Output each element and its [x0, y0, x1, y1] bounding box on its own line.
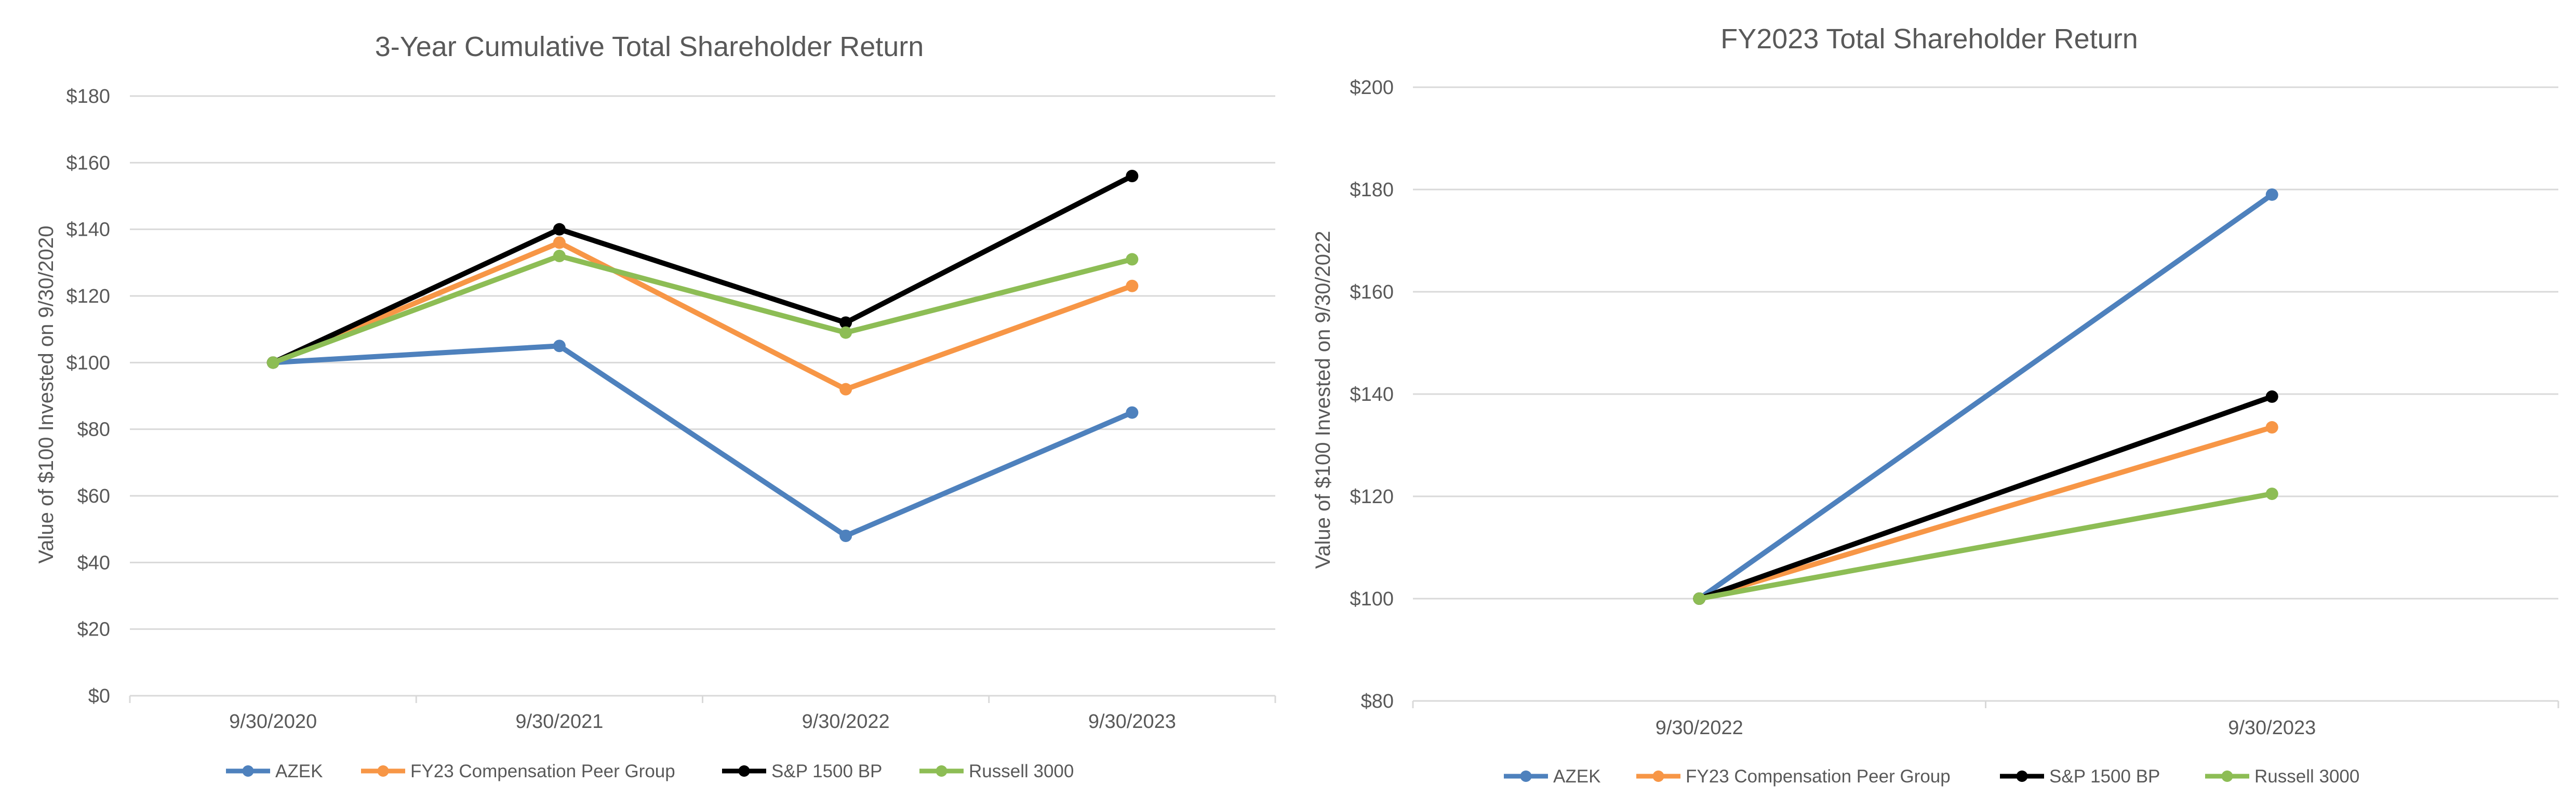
- y-tick-labels: $0 $20 $40 $60 $80 $100 $120 $140 $160 $180: [66, 86, 110, 707]
- legend: AZEK FY23 Compensation Peer Group S&P 1500…: [1504, 766, 2359, 787]
- legend: AZEK FY23 Compensation Peer Group S&P 1500…: [226, 761, 1074, 781]
- legend-item: Russell 3000: [2205, 766, 2359, 787]
- legend-swatch-marker: [377, 765, 389, 777]
- data-point: [1693, 592, 1706, 605]
- y-tick-label: $180: [66, 86, 110, 107]
- series-lines: [1693, 188, 2278, 605]
- x-tick-labels: 9/30/2020 9/30/2021 9/30/2022 9/30/2023: [229, 711, 1176, 733]
- legend-label: FY23 Compensation Peer Group: [1686, 766, 1951, 787]
- y-tick-label: $100: [1350, 588, 1394, 610]
- x-tick-label: 9/30/2022: [802, 711, 890, 733]
- legend-label: AZEK: [275, 761, 323, 781]
- legend-swatch-marker: [1520, 771, 1532, 782]
- y-tick-label: $80: [1361, 691, 1394, 712]
- legend-item: AZEK: [1504, 766, 1600, 787]
- y-tick-label: $160: [1350, 281, 1394, 303]
- series-line: [1697, 394, 2275, 601]
- series-line: [1697, 192, 2275, 601]
- data-point: [2265, 188, 2278, 201]
- data-point: [266, 356, 279, 369]
- legend-swatch-marker: [738, 765, 750, 777]
- data-point: [2265, 488, 2278, 501]
- y-tick-label: $40: [77, 552, 110, 574]
- data-point: [553, 250, 566, 262]
- data-point: [839, 383, 852, 396]
- legend-label: FY23 Compensation Peer Group: [410, 761, 675, 781]
- series-line: [270, 253, 1135, 366]
- y-tick-labels: $80 $100 $120 $140 $160 $180 $200: [1350, 77, 1394, 712]
- legend-item: FY23 Compensation Peer Group: [361, 761, 675, 781]
- grid-lines: [129, 95, 1276, 703]
- legend-item: S&P 1500 BP: [722, 761, 882, 781]
- y-tick-label: $60: [77, 485, 110, 507]
- chart-fy2023-tsr: FY2023 Total Shareholder Return Value of…: [1312, 23, 2559, 787]
- legend-swatch-marker: [936, 765, 947, 777]
- y-tick-label: $0: [88, 685, 110, 707]
- data-point: [839, 530, 852, 542]
- x-tick-label: 9/30/2021: [515, 711, 603, 733]
- chart-3yr-tsr: 3-Year Cumulative Total Shareholder Retu…: [35, 31, 1276, 781]
- data-point: [1126, 253, 1139, 266]
- data-point: [839, 326, 852, 339]
- series-line: [270, 173, 1135, 366]
- data-point: [553, 223, 566, 236]
- series-line: [1697, 425, 2275, 601]
- y-tick-label: $140: [66, 219, 110, 241]
- legend-swatch-marker: [2016, 771, 2028, 782]
- legend-item: FY23 Compensation Peer Group: [1636, 766, 1951, 787]
- x-tick-label: 9/30/2023: [1088, 711, 1176, 733]
- legend-swatch-marker: [242, 765, 254, 777]
- legend-item: S&P 1500 BP: [2000, 766, 2160, 787]
- data-point: [2265, 421, 2278, 434]
- y-tick-label: $120: [66, 286, 110, 307]
- legend-item: AZEK: [226, 761, 323, 781]
- data-point: [553, 340, 566, 353]
- chart-title: 3-Year Cumulative Total Shareholder Retu…: [375, 31, 924, 62]
- x-tick-labels: 9/30/2022 9/30/2023: [1656, 717, 2316, 739]
- y-tick-label: $160: [66, 152, 110, 174]
- legend-swatch-marker: [2221, 771, 2233, 782]
- legend-label: AZEK: [1553, 766, 1600, 787]
- data-point: [553, 236, 566, 249]
- data-point: [1126, 279, 1139, 292]
- x-tick-label: 9/30/2023: [2228, 717, 2316, 739]
- y-tick-label: $120: [1350, 486, 1394, 508]
- data-point: [2265, 390, 2278, 403]
- x-tick-label: 9/30/2022: [1656, 717, 1743, 739]
- data-point: [839, 316, 852, 329]
- y-axis-label: Value of $100 Invested on 9/30/2022: [1312, 231, 1334, 569]
- y-tick-label: $100: [66, 352, 110, 374]
- legend-label: S&P 1500 BP: [771, 761, 882, 781]
- y-tick-label: $140: [1350, 384, 1394, 406]
- y-tick-label: $20: [77, 619, 110, 641]
- legend-item: Russell 3000: [919, 761, 1074, 781]
- legend-label: Russell 3000: [969, 761, 1074, 781]
- data-point: [1126, 406, 1139, 419]
- chart-title: FY2023 Total Shareholder Return: [1720, 23, 2138, 55]
- legend-label: Russell 3000: [2254, 766, 2359, 787]
- series-line: [270, 240, 1135, 392]
- y-axis-label: Value of $100 Invested on 9/30/2020: [35, 226, 58, 564]
- series-line: [1697, 491, 2275, 601]
- y-tick-label: $80: [77, 419, 110, 441]
- series-lines: [266, 170, 1139, 542]
- series-line: [270, 343, 1135, 538]
- data-point: [1126, 170, 1139, 182]
- legend-swatch-marker: [1652, 771, 1664, 782]
- x-tick-label: 9/30/2020: [229, 711, 317, 733]
- y-tick-label: $180: [1350, 179, 1394, 201]
- legend-label: S&P 1500 BP: [2049, 766, 2160, 787]
- y-tick-label: $200: [1350, 77, 1394, 99]
